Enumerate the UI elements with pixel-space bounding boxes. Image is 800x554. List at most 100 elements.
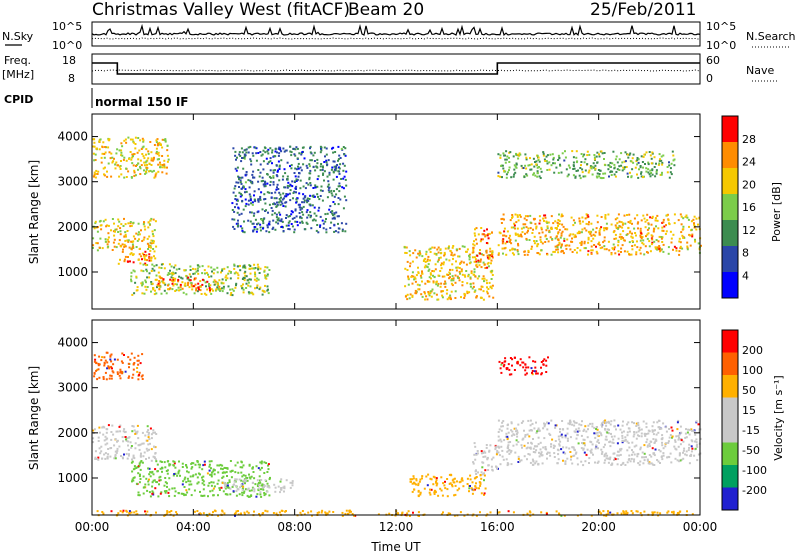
velocity-echo-cell (388, 512, 391, 515)
power-echo-cell (261, 208, 264, 211)
power-echo-cell (497, 252, 500, 255)
power-echo-cell (283, 168, 286, 171)
velocity-echo-cell (130, 445, 133, 447)
velocity-echo-cell (252, 466, 254, 469)
power-echo-cell (251, 203, 254, 206)
power-echo-cell (465, 263, 468, 266)
power-echo-cell (244, 267, 247, 270)
velocity-echo-cell (540, 361, 543, 363)
power-echo-cell (564, 156, 567, 159)
power-echo-cell (234, 154, 237, 157)
power-echo-cell (333, 213, 336, 216)
power-echo-cell (309, 147, 311, 150)
velocity-echo-cell (289, 486, 292, 489)
power-echo-cell (122, 225, 125, 227)
velocity-echo-cell (508, 368, 511, 371)
power-echo-cell (481, 285, 484, 288)
power-echo-cell (148, 162, 151, 165)
power-echo-cell (635, 253, 638, 256)
power-echo-cell (264, 284, 266, 287)
power-echo-cell (257, 222, 260, 225)
power-echo-cell (345, 184, 348, 187)
power-echo-cell (648, 151, 651, 153)
power-echo-cell (143, 169, 145, 172)
power-echo-cell (104, 146, 107, 148)
power-echo-cell (508, 161, 511, 163)
power-echo-cell (167, 158, 170, 161)
velocity-echo-cell (429, 493, 432, 496)
power-echo-cell (509, 239, 512, 241)
power-echo-cell (228, 270, 231, 273)
power-echo-cell (427, 292, 430, 295)
power-echo-cell (320, 147, 322, 150)
velocity-echo-cell (562, 446, 565, 449)
velocity-echo-cell (640, 428, 643, 431)
velocity-echo-cell (139, 443, 142, 446)
power-echo-cell (641, 161, 644, 163)
power-echo-cell (272, 181, 275, 184)
velocity-echo-cell (149, 427, 152, 430)
velocity-echo-cell (210, 467, 212, 470)
power-echo-cell (578, 220, 581, 223)
velocity-echo-cell (506, 438, 509, 441)
power-echo-cell (603, 236, 606, 239)
power-echo-cell (472, 249, 475, 251)
power-echo-cell (663, 225, 666, 228)
power-echo-cell (631, 245, 634, 247)
velocity-echo-cell (133, 356, 136, 359)
velocity-echo-cell (646, 438, 649, 441)
power-echo-cell (568, 234, 571, 237)
power-echo-cell (421, 280, 423, 283)
power-echo-cell (120, 173, 123, 176)
velocity-echo-cell (545, 448, 548, 451)
velocity-echo-cell (535, 421, 537, 424)
velocity-echo-cell (583, 451, 586, 454)
power-echo-cell (484, 267, 487, 269)
power-echo-cell (152, 287, 155, 290)
power-echo-cell (503, 230, 506, 233)
power-echo-cell (601, 246, 604, 249)
power-echo-cell (622, 237, 625, 240)
power-echo-cell (278, 168, 281, 170)
power-colorbar-frame (721, 115, 739, 299)
power-echo-cell (443, 282, 446, 285)
velocity-echo-cell (566, 437, 569, 440)
velocity-echo-cell (111, 367, 113, 370)
power-echo-cell (423, 258, 426, 261)
velocity-echo-cell (506, 367, 509, 370)
velocity-echo-cell (679, 510, 682, 513)
power-echo-cell (463, 297, 466, 299)
power-echo-cell (261, 153, 264, 156)
power-echo-cell (139, 262, 142, 265)
power-echo-cell (535, 163, 538, 166)
power-echo-cell (233, 267, 236, 270)
power-echo-cell (318, 198, 321, 201)
velocity-echo-cell (623, 439, 626, 442)
velocity-echo-cell (252, 481, 254, 484)
velocity-echo-cell (543, 358, 546, 361)
power-echo-cell (135, 165, 137, 167)
power-echo-cell (276, 175, 279, 178)
power-echo-cell (240, 285, 243, 288)
power-echo-cell (479, 249, 481, 251)
power-echo-cell (321, 168, 324, 171)
velocity-echo-cell (166, 510, 169, 513)
power-echo-cell (566, 228, 569, 231)
velocity-echo-cell (462, 485, 465, 488)
velocity-echo-cell (609, 511, 612, 514)
velocity-echo-cell (616, 454, 619, 457)
velocity-echo-cell (125, 438, 127, 441)
power-echo-cell (525, 173, 528, 176)
power-echo-cell (679, 245, 682, 248)
power-echo-cell (145, 268, 148, 271)
power-echo-cell (423, 291, 426, 294)
power-echo-cell (550, 164, 553, 167)
power-echo-cell (290, 213, 293, 216)
velocity-echo-cell (187, 471, 190, 474)
velocity-echo-cell (537, 436, 540, 439)
power-echo-cell (252, 154, 255, 157)
velocity-echo-cell (544, 423, 547, 426)
power-echo-cell (333, 223, 336, 226)
velocity-echo-cell (585, 430, 588, 433)
nsky-trace (91, 23, 701, 37)
